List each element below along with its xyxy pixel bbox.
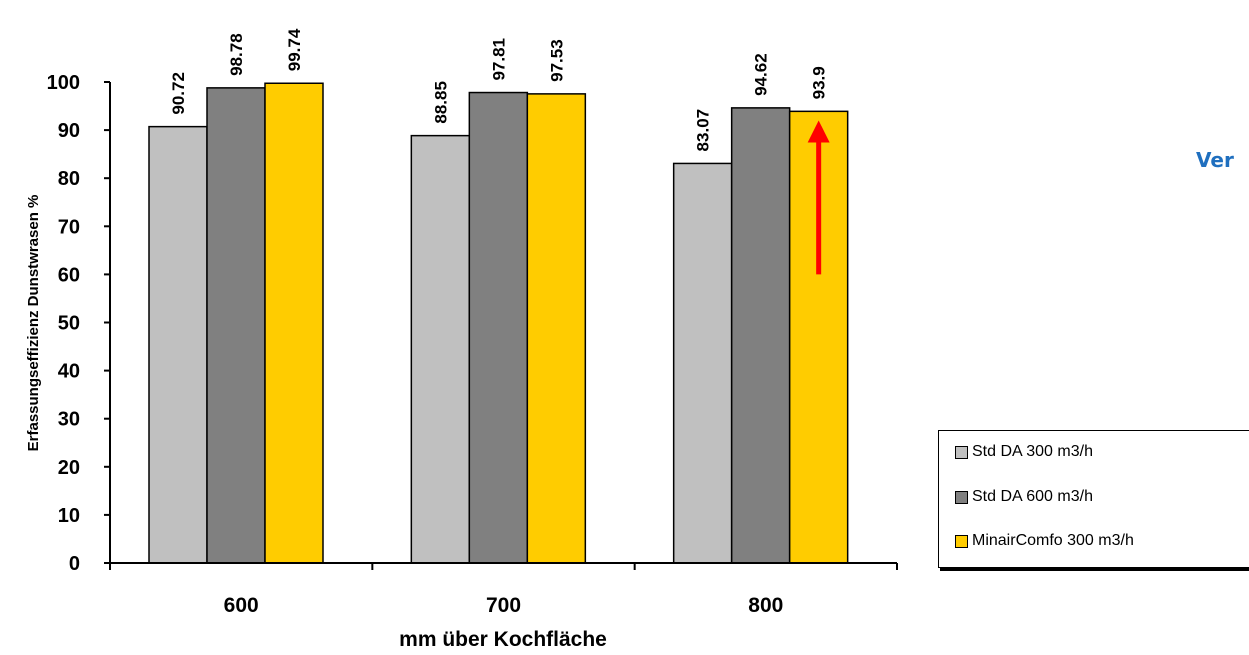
bar [148, 125, 208, 564]
y-tick-label: 100 [47, 72, 80, 94]
legend-item-std-da-300: Std DA 300 m3/h [955, 443, 1093, 461]
x-tick-label: 600 [224, 594, 259, 617]
bar [410, 134, 471, 564]
y-axis-label: Erfassungseffizienz Dunstwrasen % [25, 195, 42, 452]
data-label: 88.85 [431, 81, 450, 124]
y-tick-label: 0 [69, 553, 80, 575]
legend-label-minaircomfo-300: MinairComfo 300 m3/h [972, 532, 1134, 549]
legend-swatch-std-da-600 [955, 490, 968, 504]
y-tick-label: 30 [58, 409, 80, 431]
legend: Std DA 300 m3/h Std DA 600 m3/h MinairCo… [938, 430, 1249, 568]
legend-swatch-std-da-300 [955, 445, 968, 459]
y-ticks-layer: 0 10 20 30 40 50 60 70 80 90 100 [47, 72, 110, 575]
bar [526, 93, 587, 564]
legend-label-std-da-600: Std DA 600 m3/h [972, 488, 1093, 505]
data-label: 90.72 [169, 72, 188, 115]
bar [730, 107, 791, 564]
annotation-layer [807, 120, 830, 275]
red-arrow-head [807, 120, 830, 143]
bar [206, 87, 266, 564]
legend-item-std-da-600: Std DA 600 m3/h [955, 488, 1093, 506]
data-label: 93.9 [810, 66, 829, 99]
data-label: 94.62 [752, 53, 771, 96]
data-label: 97.53 [547, 39, 566, 82]
y-tick-label: 50 [58, 313, 80, 335]
legend-swatch-minaircomfo-300 [955, 534, 968, 548]
y-tick-label: 40 [58, 361, 80, 383]
data-label: 83.07 [694, 109, 713, 152]
bar [672, 162, 733, 564]
x-tick-label: 700 [486, 594, 521, 617]
data-label: 99.74 [285, 28, 304, 71]
bars-layer [148, 82, 849, 564]
side-heading-text: Ver [1196, 148, 1234, 172]
data-labels-layer: 90.72 88.85 83.07 98.78 97.81 94.62 99.74 97.53… [169, 28, 829, 151]
y-tick-label: 90 [58, 120, 80, 142]
y-tick-label: 10 [58, 505, 80, 527]
bar [264, 82, 324, 564]
legend-item-minaircomfo-300: MinairComfo 300 m3/h [955, 532, 1134, 550]
data-label: 98.78 [227, 33, 246, 76]
legend-label-std-da-300: Std DA 300 m3/h [972, 443, 1093, 460]
y-tick-label: 70 [58, 216, 80, 238]
data-label: 97.81 [489, 38, 508, 81]
x-axis-label: mm über Kochfläche [399, 628, 607, 651]
y-tick-label: 80 [58, 168, 80, 190]
x-tick-label: 800 [748, 594, 783, 617]
y-tick-label: 60 [58, 264, 80, 286]
bar [468, 91, 529, 564]
x-ticks-layer: 600 700 800 [109, 563, 898, 617]
y-tick-label: 20 [58, 457, 80, 479]
